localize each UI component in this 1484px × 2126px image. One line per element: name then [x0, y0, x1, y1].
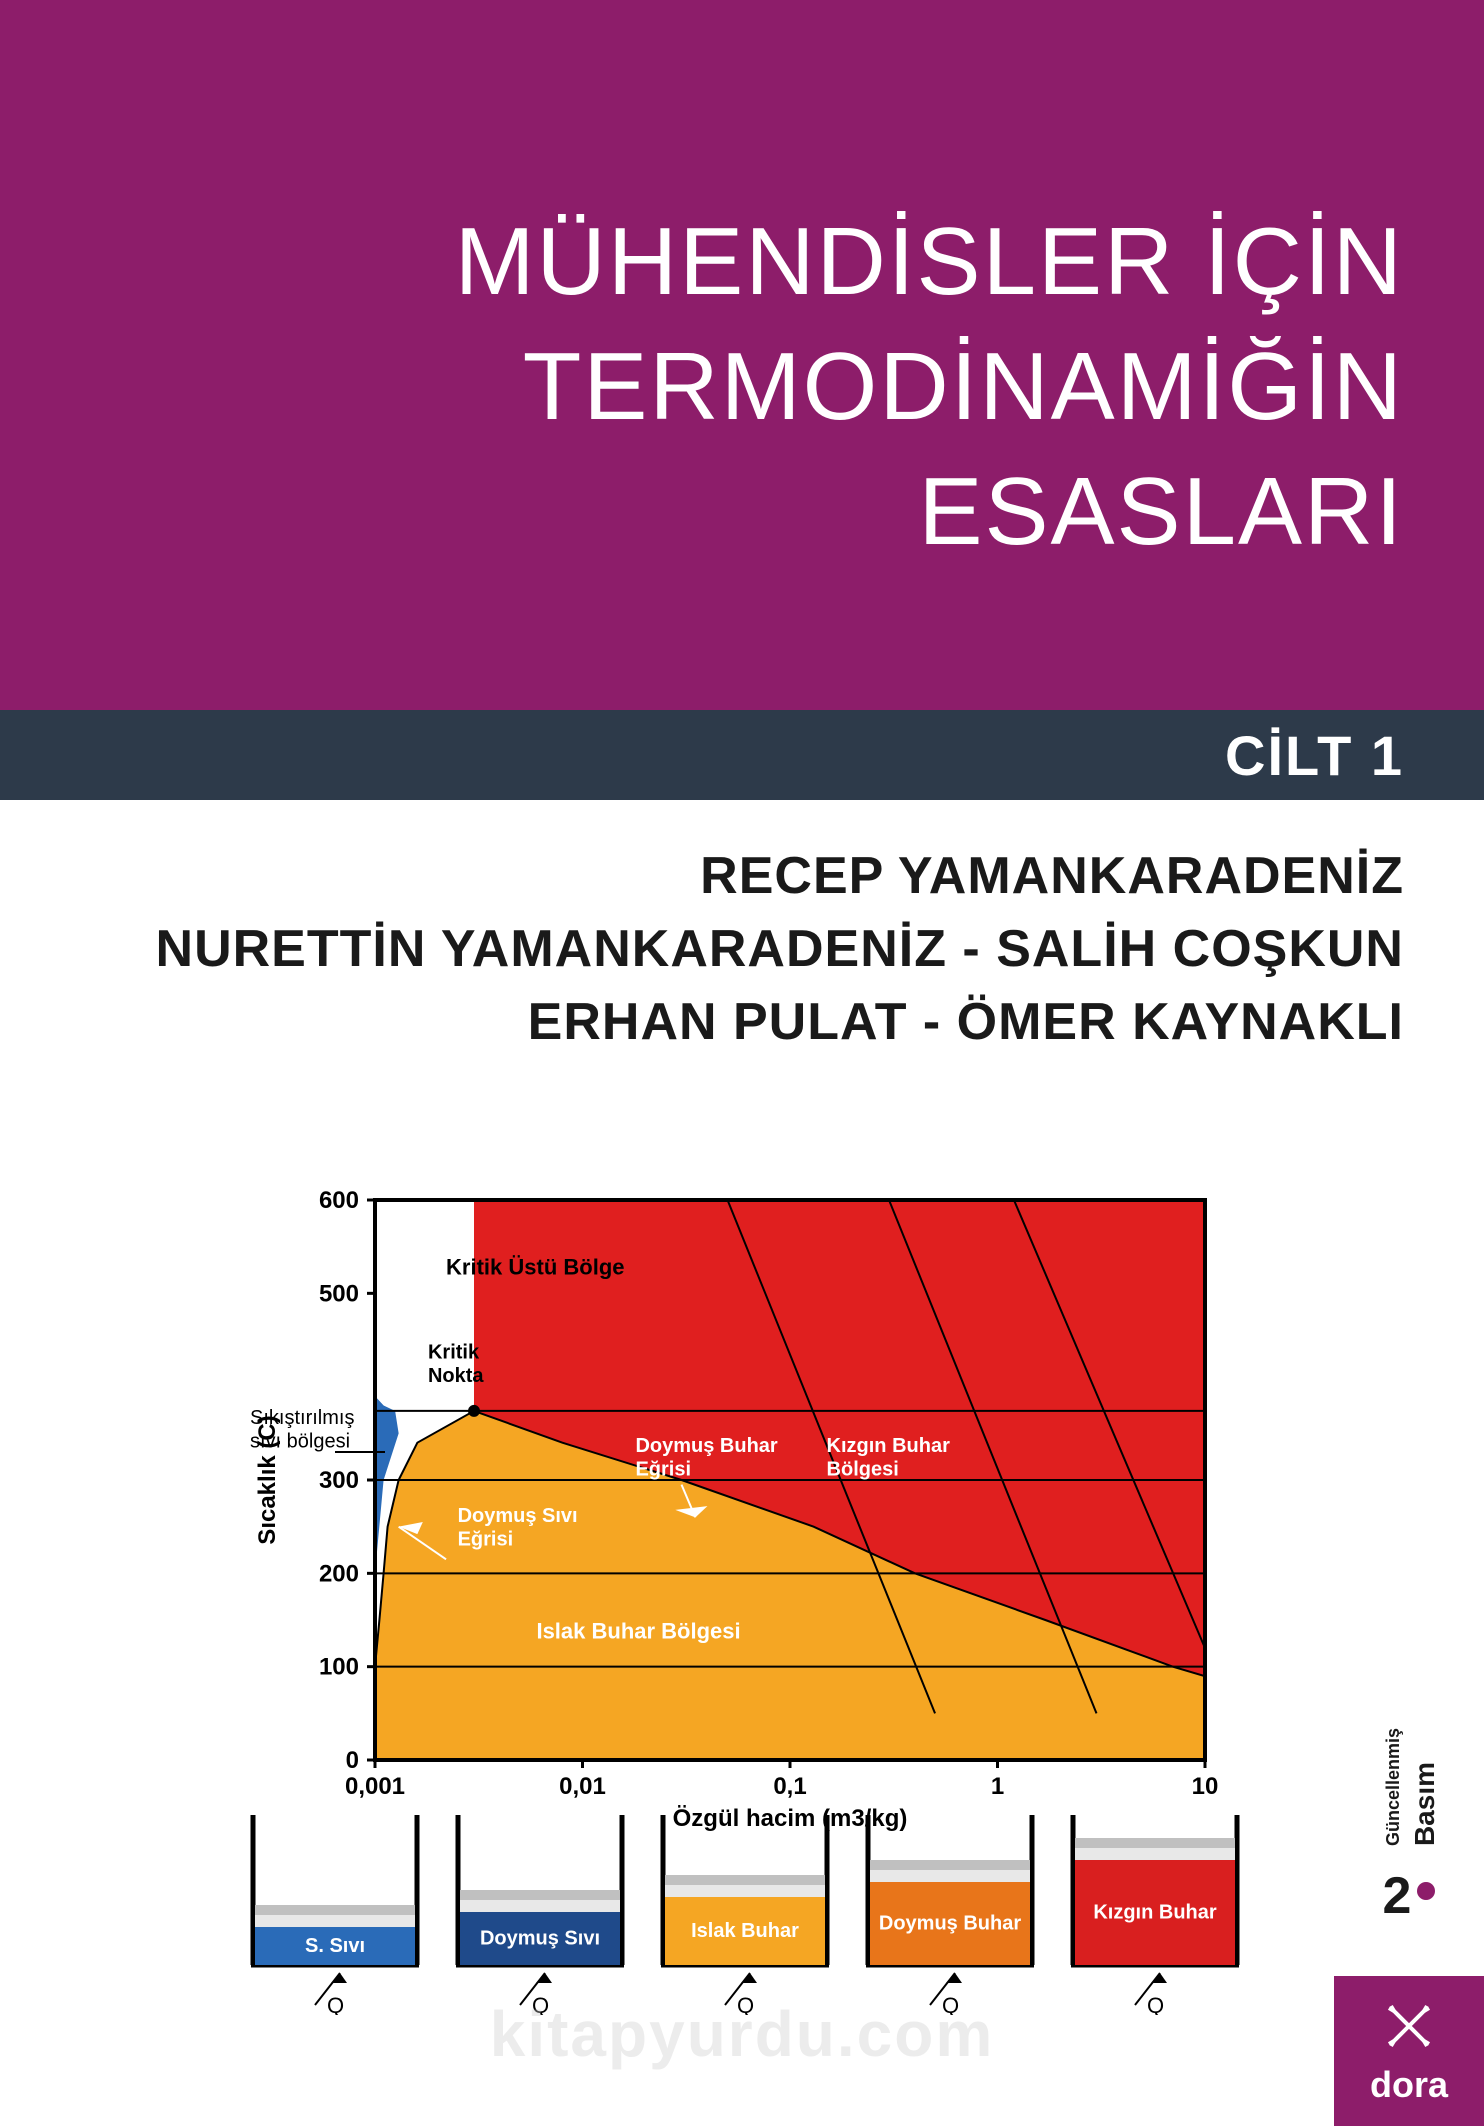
svg-text:Kızgın Buhar: Kızgın Buhar — [1093, 1902, 1217, 1924]
svg-text:Q: Q — [1147, 1993, 1164, 2015]
volume-label: CİLT 1 — [1225, 723, 1404, 788]
svg-text:0,01: 0,01 — [559, 1773, 606, 1800]
svg-text:Kızgın Buhar: Kızgın Buhar — [827, 1435, 951, 1457]
author-line-3: ERHAN PULAT - ÖMER KAYNAKLI — [80, 986, 1404, 1059]
svg-text:Eğrisi: Eğrisi — [635, 1458, 691, 1480]
author-line-1: RECEP YAMANKARADENİZ — [80, 840, 1404, 913]
svg-text:200: 200 — [319, 1560, 359, 1587]
edition-number: 2 — [1383, 1866, 1412, 1926]
edition-badge: Güncellenmiş Basım 2 — [1374, 1726, 1444, 1926]
svg-text:Kritik Üstü Bölge: Kritik Üstü Bölge — [446, 1255, 624, 1280]
svg-text:S. Sıvı: S. Sıvı — [305, 1935, 365, 1957]
logo-icon — [1379, 1996, 1439, 2056]
title-header: MÜHENDİSLER İÇİN TERMODİNAMİĞİN ESASLARI — [0, 0, 1484, 710]
publisher-logo: dora — [1334, 1976, 1484, 2126]
svg-text:Doymuş Sıvı: Doymuş Sıvı — [458, 1505, 578, 1527]
svg-text:500: 500 — [319, 1280, 359, 1307]
phase-diagram-chart: 01002003005006000,0010,010,1110Özgül hac… — [245, 1170, 1245, 1870]
svg-text:600: 600 — [319, 1187, 359, 1214]
title-line-1: MÜHENDİSLER İÇİN — [80, 200, 1404, 325]
svg-text:0,1: 0,1 — [773, 1773, 806, 1800]
title-line-3: ESASLARI — [80, 450, 1404, 575]
beaker: S. Sıvı Q — [245, 1815, 425, 2035]
svg-text:Bölgesi: Bölgesi — [827, 1458, 899, 1480]
title-line-2: TERMODİNAMİĞİN — [80, 325, 1404, 450]
svg-text:0: 0 — [346, 1747, 359, 1774]
publisher-name: dora — [1370, 2064, 1448, 2106]
svg-text:Doymuş Buhar: Doymuş Buhar — [635, 1435, 777, 1457]
svg-text:100: 100 — [319, 1654, 359, 1681]
svg-text:Islak Buhar Bölgesi: Islak Buhar Bölgesi — [536, 1619, 740, 1644]
edition-vertical-text: Güncellenmiş Basım — [1377, 1728, 1441, 1846]
edition-dot-icon — [1417, 1882, 1435, 1900]
edition-small-label: Güncellenmiş — [1383, 1728, 1403, 1846]
svg-text:Sıkıştırılmış: Sıkıştırılmış — [250, 1407, 354, 1429]
beaker: Kızgın Buhar Q — [1065, 1815, 1245, 2035]
edition-main-label: Basım — [1409, 1762, 1440, 1846]
svg-text:300: 300 — [319, 1467, 359, 1494]
volume-bar: CİLT 1 — [0, 710, 1484, 800]
svg-text:Doymuş Sıvı: Doymuş Sıvı — [480, 1928, 600, 1950]
author-line-2: NURETTİN YAMANKARADENİZ - SALİH COŞKUN — [80, 913, 1404, 986]
svg-text:1: 1 — [991, 1773, 1004, 1800]
authors-block: RECEP YAMANKARADENİZ NURETTİN YAMANKARAD… — [0, 800, 1484, 1058]
svg-text:Doymuş Buhar: Doymuş Buhar — [879, 1913, 1021, 1935]
edition-number-row: 2 — [1383, 1856, 1436, 1926]
svg-text:0,001: 0,001 — [345, 1773, 405, 1800]
svg-text:Kritik: Kritik — [428, 1342, 480, 1364]
svg-text:Nokta: Nokta — [428, 1365, 484, 1387]
svg-text:Islak Buhar: Islak Buhar — [691, 1920, 799, 1942]
watermark-text: kitapyurdu.com — [490, 1997, 995, 2071]
svg-text:Q: Q — [327, 1993, 344, 2015]
svg-text:Eğrisi: Eğrisi — [458, 1528, 514, 1550]
svg-text:10: 10 — [1192, 1773, 1219, 1800]
svg-text:sıvı bölgesi: sıvı bölgesi — [250, 1430, 350, 1452]
